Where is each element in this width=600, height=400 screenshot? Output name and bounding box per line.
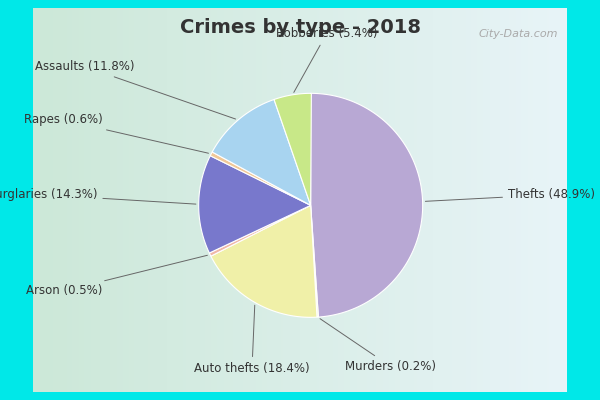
Text: Robberies (5.4%): Robberies (5.4%) [276, 27, 377, 92]
Text: Arson (0.5%): Arson (0.5%) [26, 255, 208, 297]
Text: Auto thefts (18.4%): Auto thefts (18.4%) [194, 305, 310, 375]
Polygon shape [210, 152, 311, 205]
Text: Thefts (48.9%): Thefts (48.9%) [425, 188, 595, 201]
Polygon shape [311, 93, 422, 317]
Polygon shape [212, 100, 311, 205]
Text: Assaults (11.8%): Assaults (11.8%) [35, 60, 236, 119]
Polygon shape [311, 205, 319, 317]
Polygon shape [211, 205, 317, 317]
Polygon shape [274, 93, 311, 205]
Text: Rapes (0.6%): Rapes (0.6%) [24, 114, 208, 153]
Text: Murders (0.2%): Murders (0.2%) [320, 319, 436, 373]
Polygon shape [209, 205, 311, 256]
Text: City-Data.com: City-Data.com [479, 29, 558, 39]
Text: Burglaries (14.3%): Burglaries (14.3%) [0, 188, 196, 204]
Polygon shape [199, 156, 311, 253]
Text: Crimes by type - 2018: Crimes by type - 2018 [179, 18, 421, 37]
